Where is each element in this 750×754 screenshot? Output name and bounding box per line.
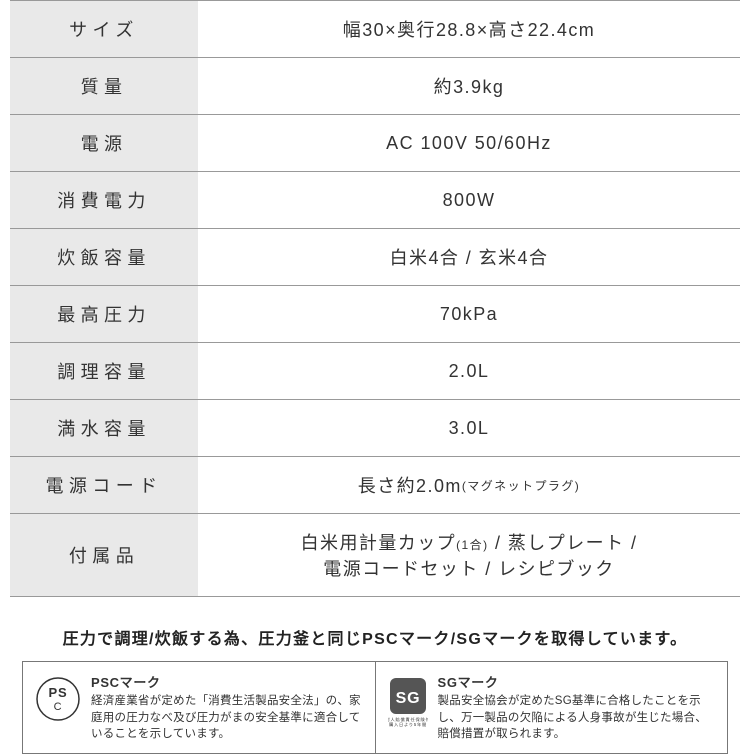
svg-text:C: C xyxy=(54,701,63,713)
spec-label: 付属品 xyxy=(10,514,198,596)
sg-body: 製品安全協会が定めたSG基準に合格したことを示し、万一製品の欠陥による人身事故が… xyxy=(438,693,716,743)
spec-table: サイズ幅30×奥行28.8×高さ22.4cm質量約3.9kg電源AC 100V … xyxy=(10,0,740,597)
sg-text: SGマーク 製品安全協会が定めたSG基準に合格したことを示し、万一製品の欠陥によ… xyxy=(438,672,716,743)
spec-label: 炊飯容量 xyxy=(10,229,198,285)
svg-text:PS: PS xyxy=(49,685,68,700)
svg-text:購入日より5年間: 購入日より5年間 xyxy=(389,721,427,728)
safety-marks: PS C PSCマーク 経済産業省が定めた「消費生活製品安全法」の、家庭用の圧力… xyxy=(22,661,728,754)
acc-line1-small: (1合) xyxy=(456,538,488,552)
spec-value: 幅30×奥行28.8×高さ22.4cm xyxy=(198,1,740,57)
spec-value: 3.0L xyxy=(198,400,740,456)
spec-row: 質量約3.9kg xyxy=(10,58,740,115)
spec-value: 70kPa xyxy=(198,286,740,342)
spec-row-cord: 電源コード 長さ約2.0m(マグネットプラグ) xyxy=(10,457,740,514)
acc-line2: 電源コードセット / レシピブック xyxy=(323,559,614,579)
spec-row: 炊飯容量白米4合 / 玄米4合 xyxy=(10,229,740,286)
spec-value-small: (マグネットプラグ) xyxy=(462,477,580,494)
svg-text:SG: SG xyxy=(395,690,420,707)
spec-value: AC 100V 50/60Hz xyxy=(198,115,740,171)
psc-icon: PS C xyxy=(35,676,81,722)
spec-value: 白米用計量カップ(1合) / 蒸しプレート / 電源コードセット / レシピブッ… xyxy=(198,514,740,596)
spec-row: 電源AC 100V 50/60Hz xyxy=(10,115,740,172)
spec-label: サイズ xyxy=(10,1,198,57)
acc-line1-a: 白米用計量カップ xyxy=(301,533,457,553)
acc-line1-b: / 蒸しプレート / xyxy=(489,533,638,553)
psc-text: PSCマーク 経済産業省が定めた「消費生活製品安全法」の、家庭用の圧力なべ及び圧… xyxy=(91,672,363,743)
spec-row: 調理容量2.0L xyxy=(10,343,740,400)
spec-row: 最高圧力70kPa xyxy=(10,286,740,343)
spec-label: 電源コード xyxy=(10,457,198,513)
spec-row: サイズ幅30×奥行28.8×高さ22.4cm xyxy=(10,1,740,58)
spec-row: 満水容量3.0L xyxy=(10,400,740,457)
spec-value: 白米4合 / 玄米4合 xyxy=(198,229,740,285)
spec-label: 消費電力 xyxy=(10,172,198,228)
spec-value: 800W xyxy=(198,172,740,228)
sg-title: SGマーク xyxy=(438,672,716,691)
psc-body: 経済産業省が定めた「消費生活製品安全法」の、家庭用の圧力なべ及び圧力がまの安全基… xyxy=(91,693,363,743)
spec-value: 長さ約2.0m(マグネットプラグ) xyxy=(198,457,740,513)
psc-title: PSCマーク xyxy=(91,672,363,691)
spec-label: 最高圧力 xyxy=(10,286,198,342)
safety-note: 圧力で調理/炊飯する為、圧力釜と同じPSCマーク/SGマークを取得しています。 xyxy=(0,625,750,649)
spec-label: 電源 xyxy=(10,115,198,171)
spec-row: 消費電力800W xyxy=(10,172,740,229)
sg-mark-box: SG 対人賠償責任保険付 購入日より5年間 SGマーク 製品安全協会が定めたSG… xyxy=(375,662,728,753)
spec-label: 質量 xyxy=(10,58,198,114)
spec-label: 満水容量 xyxy=(10,400,198,456)
psc-mark-box: PS C PSCマーク 経済産業省が定めた「消費生活製品安全法」の、家庭用の圧力… xyxy=(23,662,375,753)
spec-row-accessories: 付属品 白米用計量カップ(1合) / 蒸しプレート / 電源コードセット / レ… xyxy=(10,514,740,597)
spec-value-main: 長さ約2.0m xyxy=(358,472,462,498)
spec-value: 2.0L xyxy=(198,343,740,399)
sg-icon: SG 対人賠償責任保険付 購入日より5年間 xyxy=(388,676,428,728)
spec-value: 約3.9kg xyxy=(198,58,740,114)
spec-label: 調理容量 xyxy=(10,343,198,399)
